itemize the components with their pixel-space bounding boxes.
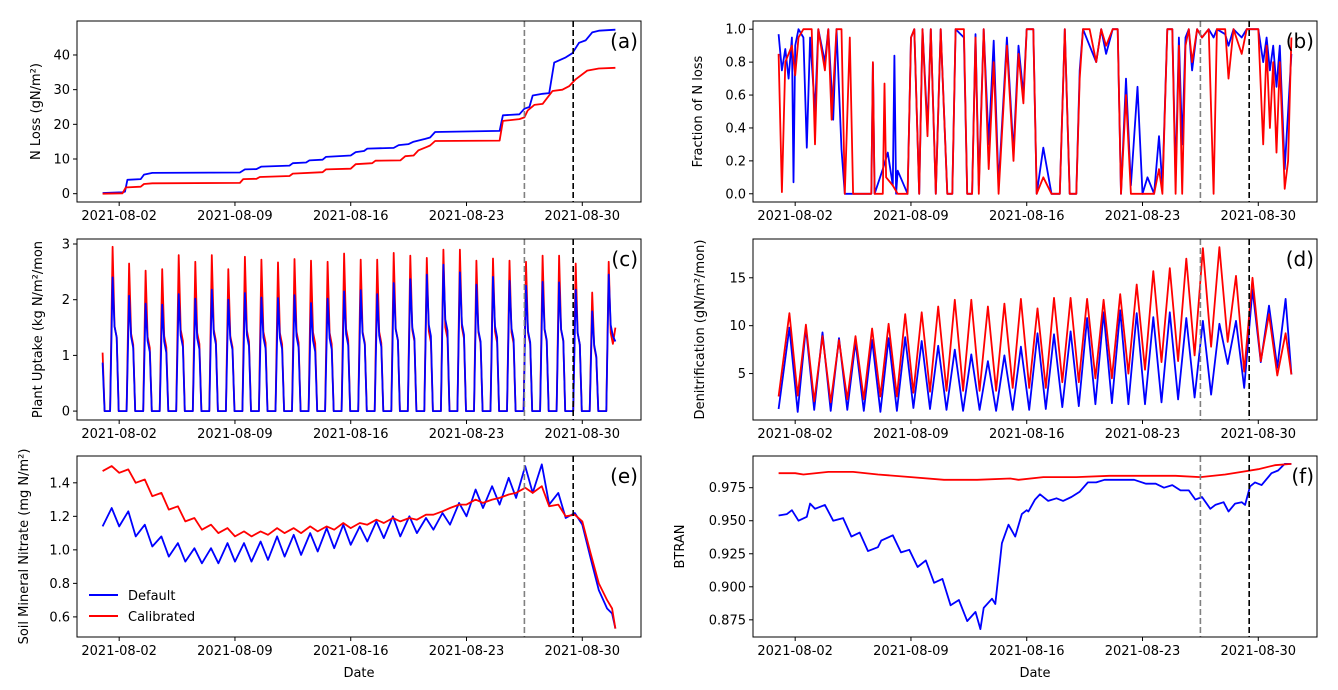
x-tick-label: 2021-08-23 <box>1105 644 1181 659</box>
axes-frame-d <box>752 238 1318 421</box>
x-tick-label: 2021-08-23 <box>429 427 505 442</box>
x-tick-label: 2021-08-09 <box>197 644 273 659</box>
x-tick-label: 2021-08-02 <box>81 427 157 442</box>
series-line-calibrated-b <box>777 28 1293 195</box>
y-tick-label: 5 <box>738 367 746 382</box>
x-tick-label: 2021-08-09 <box>873 644 949 659</box>
y-tick-label: 0.900 <box>709 580 746 595</box>
y-tick-label: 0.4 <box>725 121 746 136</box>
axes-frame-b <box>752 20 1318 203</box>
legend-label-calibrated: Calibrated <box>128 610 195 625</box>
y-tick-label: 20 <box>53 118 70 133</box>
y-tick-label: 1.0 <box>725 23 746 38</box>
panel-label-a: (a) <box>610 29 638 53</box>
series-line-calibrated-d <box>777 246 1293 404</box>
panel-d: 2021-08-02 2021-08-09 2021-08-16 2021-08-23… <box>693 238 1318 442</box>
axes-frame-a <box>76 20 642 203</box>
y-tick-label: 1.4 <box>49 476 70 491</box>
y-tick-label: 0.975 <box>709 481 746 496</box>
panel-f: 2021-08-02 2021-08-09 2021-08-16 2021-08-23… <box>673 455 1318 681</box>
series-line-default-c <box>101 263 617 412</box>
y-tick-label: 0.0 <box>725 187 746 202</box>
x-tick-label: 2021-08-02 <box>757 209 833 224</box>
y-axis-label-f: BTRAN <box>673 525 688 569</box>
y-axis-label-a: N Loss (gN/m²) <box>29 63 44 160</box>
y-tick-label: 0.6 <box>49 610 70 625</box>
x-tick-label: 2021-08-02 <box>81 209 157 224</box>
x-tick-label: 2021-08-02 <box>757 644 833 659</box>
y-tick-label: 0.6 <box>725 89 746 104</box>
x-tick-label: 2021-08-23 <box>1105 209 1181 224</box>
x-tick-label: 2021-08-09 <box>873 427 949 442</box>
legend-label-default: Default <box>128 589 176 604</box>
y-tick-label: 0.950 <box>709 514 746 529</box>
x-axis-label: Date <box>1019 666 1050 681</box>
y-axis-label-c: Plant Uptake (kg N/m²/mon <box>31 241 46 418</box>
panel-b: 2021-08-02 2021-08-09 2021-08-16 2021-08-23… <box>691 20 1318 224</box>
y-tick-label: 1.2 <box>49 510 70 525</box>
x-tick-label: 2021-08-30 <box>1221 209 1297 224</box>
y-axis-label-b: Fraction of N loss <box>691 55 706 167</box>
x-tick-label: 2021-08-30 <box>1221 427 1297 442</box>
y-tick-label: 30 <box>53 83 70 98</box>
x-tick-label: 2021-08-16 <box>313 427 389 442</box>
y-tick-label: 0.875 <box>709 613 746 628</box>
x-tick-label: 2021-08-23 <box>429 209 505 224</box>
y-tick-label: 0.8 <box>725 56 746 71</box>
axes-frame-c <box>76 238 642 421</box>
x-tick-label: 2021-08-16 <box>989 427 1065 442</box>
y-tick-label: 10 <box>729 319 746 334</box>
series-line-default-d <box>777 288 1293 413</box>
axes-frame-f <box>752 455 1318 638</box>
y-tick-label: 0 <box>62 187 70 202</box>
axes-frame-e <box>76 455 642 638</box>
y-tick-label: 3 <box>62 238 70 253</box>
panel-label-f: (f) <box>1291 464 1314 488</box>
panel-a: 2021-08-02 2021-08-09 2021-08-16 2021-08-23… <box>29 20 642 224</box>
series-line-default-f <box>778 463 1292 630</box>
x-tick-label: 2021-08-23 <box>1105 427 1181 442</box>
x-axis-label: Date <box>343 666 374 681</box>
panel-e: 2021-08-02 2021-08-09 2021-08-16 2021-08-23… <box>17 449 642 681</box>
x-tick-label: 2021-08-23 <box>429 644 505 659</box>
x-tick-label: 2021-08-16 <box>313 644 389 659</box>
x-tick-label: 2021-08-16 <box>989 644 1065 659</box>
y-tick-label: 10 <box>53 153 70 168</box>
x-tick-label: 2021-08-30 <box>545 209 621 224</box>
y-tick-label: 0.925 <box>709 547 746 562</box>
panel-label-b: (b) <box>1286 29 1314 53</box>
x-tick-label: 2021-08-09 <box>873 209 949 224</box>
panel-c: 2021-08-02 2021-08-09 2021-08-16 2021-08-23… <box>31 238 642 442</box>
x-tick-label: 2021-08-09 <box>197 427 273 442</box>
y-tick-label: 0.8 <box>49 577 70 592</box>
y-axis-label-e: Soil Mineral Nitrate (mg N/m²) <box>17 449 32 645</box>
x-tick-label: 2021-08-16 <box>313 209 389 224</box>
y-tick-label: 1 <box>62 349 70 364</box>
panel-label-d: (d) <box>1286 247 1314 271</box>
legend: Default Calibrated <box>89 589 195 625</box>
y-tick-label: 15 <box>729 271 746 286</box>
series-line-calibrated-f <box>778 463 1292 481</box>
panel-label-c: (c) <box>611 247 638 271</box>
x-tick-label: 2021-08-02 <box>757 427 833 442</box>
y-tick-label: 40 <box>53 48 70 63</box>
x-tick-label: 2021-08-09 <box>197 209 273 224</box>
x-tick-label: 2021-08-30 <box>545 427 621 442</box>
x-tick-label: 2021-08-02 <box>81 644 157 659</box>
y-tick-label: 2 <box>62 293 70 308</box>
x-tick-label: 2021-08-30 <box>1221 644 1297 659</box>
y-tick-label: 1.0 <box>49 543 70 558</box>
series-line-calibrated-e <box>102 465 617 629</box>
x-tick-label: 2021-08-16 <box>989 209 1065 224</box>
series-line-default-e <box>101 463 617 629</box>
y-tick-label: 0 <box>62 405 70 420</box>
x-tick-label: 2021-08-30 <box>545 644 621 659</box>
series-line-default-a <box>102 28 616 194</box>
series-line-calibrated-a <box>102 66 616 195</box>
y-axis-label-d: Denitrification (gN/m²/mon) <box>693 240 708 420</box>
panel-label-e: (e) <box>610 464 638 488</box>
y-tick-label: 0.2 <box>725 154 746 169</box>
